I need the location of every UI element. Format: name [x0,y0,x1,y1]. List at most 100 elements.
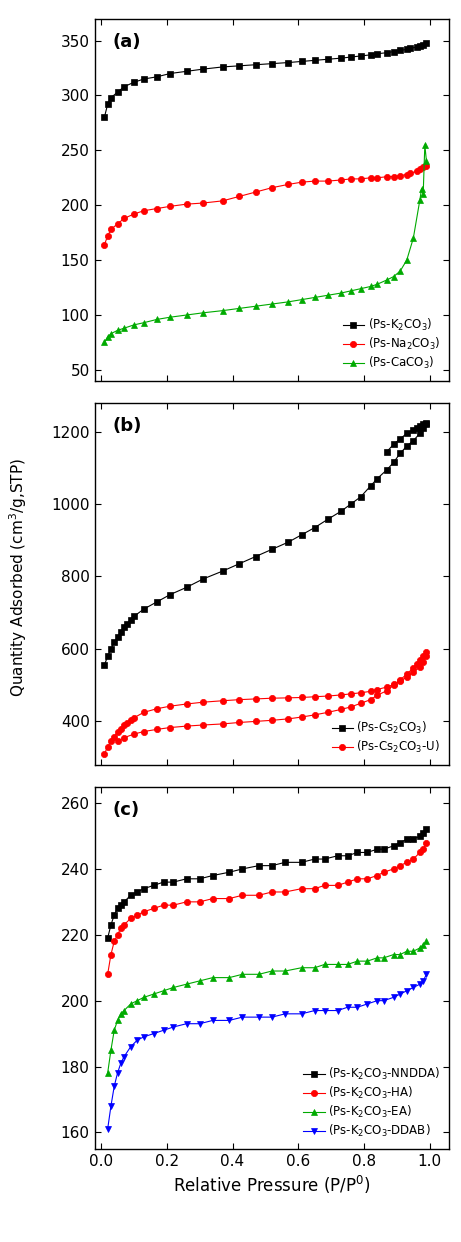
(Ps-K$_2$CO$_3$) [253,57,258,72]
(Ps-K$_2$CO$_3$-EA) [108,1042,114,1057]
(Ps-Cs$_2$CO$_3$-U) [236,692,242,707]
(Ps-K$_2$CO$_3$-EA) [411,944,416,959]
(Ps-K$_2$CO$_3$-DDAB) [283,1006,288,1021]
(Ps-Cs$_2$CO$_3$-U) [269,691,275,705]
(Ps-K$_2$CO$_3$-HA) [108,948,114,963]
(Ps-Na$_2$CO$_3$) [368,170,373,185]
(Ps-K$_2$CO$_3$) [404,42,409,57]
(Ps-Cs$_2$CO$_3$) [397,446,403,461]
(Ps-K$_2$CO$_3$-EA) [283,964,288,979]
(Ps-CaCO$_3$) [424,154,429,169]
(Ps-K$_2$CO$_3$-EA) [256,966,261,981]
(Ps-K$_2$CO$_3$) [348,50,354,65]
(Ps-Cs$_2$CO$_3$) [325,512,331,527]
(Ps-K$_2$CO$_3$-HA) [299,882,304,897]
(Ps-K$_2$CO$_3$) [286,55,291,70]
(Ps-K$_2$CO$_3$-HA) [226,891,232,905]
(Ps-K$_2$CO$_3$-EA) [355,954,360,969]
(Ps-K$_2$CO$_3$) [391,45,396,60]
(Ps-K$_2$CO$_3$-HA) [269,884,275,899]
(Ps-K$_2$CO$_3$-NNDDA) [397,835,403,850]
(Ps-Na$_2$CO$_3$) [121,211,127,226]
(Ps-K$_2$CO$_3$-NNDDA) [381,842,386,857]
(Ps-K$_2$CO$_3$-NNDDA) [112,908,117,923]
(Ps-K$_2$CO$_3$) [358,48,363,63]
(Ps-CaCO$_3$) [391,270,396,284]
(Ps-Cs$_2$CO$_3$-U) [108,734,114,749]
(Ps-CaCO$_3$) [404,252,409,267]
(Ps-CaCO$_3$) [154,312,160,327]
(Ps-K$_2$CO$_3$-EA) [121,1004,127,1018]
(Ps-K$_2$CO$_3$-EA) [417,940,423,955]
(Ps-CaCO$_3$) [419,181,424,196]
(Ps-K$_2$CO$_3$-NNDDA) [335,848,341,863]
(Ps-Na$_2$CO$_3$) [269,180,275,195]
(Ps-K$_2$CO$_3$-EA) [397,948,403,963]
Line: (Ps-Cs$_2$CO$_3$): (Ps-Cs$_2$CO$_3$) [101,421,430,668]
(Ps-Na$_2$CO$_3$) [424,158,429,173]
(Ps-Cs$_2$CO$_3$) [154,595,160,610]
(Ps-Cs$_2$CO$_3$) [391,455,396,469]
(Ps-K$_2$CO$_3$-HA) [374,868,380,883]
(Ps-Cs$_2$CO$_3$) [118,625,124,640]
(Ps-Na$_2$CO$_3$) [101,237,107,252]
(Ps-Cs$_2$CO$_3$) [131,609,137,623]
(Ps-K$_2$CO$_3$-EA) [335,958,341,972]
(Ps-K$_2$CO$_3$-HA) [171,898,176,913]
(Ps-K$_2$CO$_3$-DDAB) [417,976,423,991]
(Ps-K$_2$CO$_3$-EA) [161,984,166,999]
(Ps-K$_2$CO$_3$-HA) [161,898,166,913]
Text: Quantity Adsorbed (cm$^3$/g,STP): Quantity Adsorbed (cm$^3$/g,STP) [7,458,30,697]
(Ps-K$_2$CO$_3$-NNDDA) [108,918,114,933]
(Ps-Cs$_2$CO$_3$) [115,630,120,645]
(Ps-CaCO$_3$) [131,318,137,333]
(Ps-K$_2$CO$_3$-NNDDA) [374,842,380,857]
(Ps-CaCO$_3$) [184,308,189,323]
(Ps-Na$_2$CO$_3$) [391,169,396,184]
(Ps-Cs$_2$CO$_3$) [348,497,354,512]
(Ps-CaCO$_3$) [200,306,206,320]
(Ps-K$_2$CO$_3$-DDAB) [108,1099,114,1114]
Line: (Ps-Na$_2$CO$_3$): (Ps-Na$_2$CO$_3$) [101,163,430,248]
(Ps-K$_2$CO$_3$-DDAB) [404,984,409,999]
(Ps-Cs$_2$CO$_3$) [404,438,409,453]
(Ps-Cs$_2$CO$_3$) [220,564,225,579]
(Ps-Cs$_2$CO$_3$) [236,556,242,571]
(Ps-K$_2$CO$_3$) [420,37,426,52]
(Ps-Cs$_2$CO$_3$-U) [200,694,206,709]
(Ps-CaCO$_3$) [325,288,331,303]
(Ps-Cs$_2$CO$_3$) [253,549,258,564]
(Ps-K$_2$CO$_3$-DDAB) [121,1049,127,1064]
(Ps-Na$_2$CO$_3$) [374,170,380,185]
(Ps-Na$_2$CO$_3$) [312,174,318,189]
(Ps-K$_2$CO$_3$-EA) [420,938,426,953]
(Ps-K$_2$CO$_3$-DDAB) [115,1066,120,1081]
(Ps-K$_2$CO$_3$-NNDDA) [226,864,232,879]
(Ps-Na$_2$CO$_3$) [325,174,331,189]
(Ps-Na$_2$CO$_3$) [407,166,413,181]
(Ps-K$_2$CO$_3$) [325,52,331,67]
Text: (c): (c) [112,801,139,818]
(Ps-K$_2$CO$_3$-NNDDA) [365,845,370,859]
(Ps-K$_2$CO$_3$-HA) [115,928,120,943]
(Ps-Cs$_2$CO$_3$) [128,612,133,627]
(Ps-K$_2$CO$_3$) [101,111,107,125]
(Ps-CaCO$_3$) [253,299,258,314]
(Ps-Cs$_2$CO$_3$-U) [299,691,304,705]
(Ps-K$_2$CO$_3$-EA) [322,958,327,972]
(Ps-K$_2$CO$_3$-EA) [226,970,232,985]
(Ps-K$_2$CO$_3$-NNDDA) [312,852,318,867]
Text: (b): (b) [112,417,142,435]
(Ps-Cs$_2$CO$_3$) [167,587,173,602]
Line: (Ps-CaCO$_3$): (Ps-CaCO$_3$) [101,142,430,345]
(Ps-Cs$_2$CO$_3$-U) [112,729,117,744]
(Ps-K$_2$CO$_3$) [108,91,114,106]
(Ps-K$_2$CO$_3$-NNDDA) [115,900,120,915]
(Ps-K$_2$CO$_3$-HA) [312,882,318,897]
(Ps-CaCO$_3$) [397,263,403,278]
(Ps-Cs$_2$CO$_3$) [112,635,117,650]
(Ps-Na$_2$CO$_3$) [420,159,426,174]
(Ps-Cs$_2$CO$_3$) [417,426,423,441]
(Ps-Cs$_2$CO$_3$) [124,616,130,631]
(Ps-K$_2$CO$_3$-HA) [391,862,396,877]
